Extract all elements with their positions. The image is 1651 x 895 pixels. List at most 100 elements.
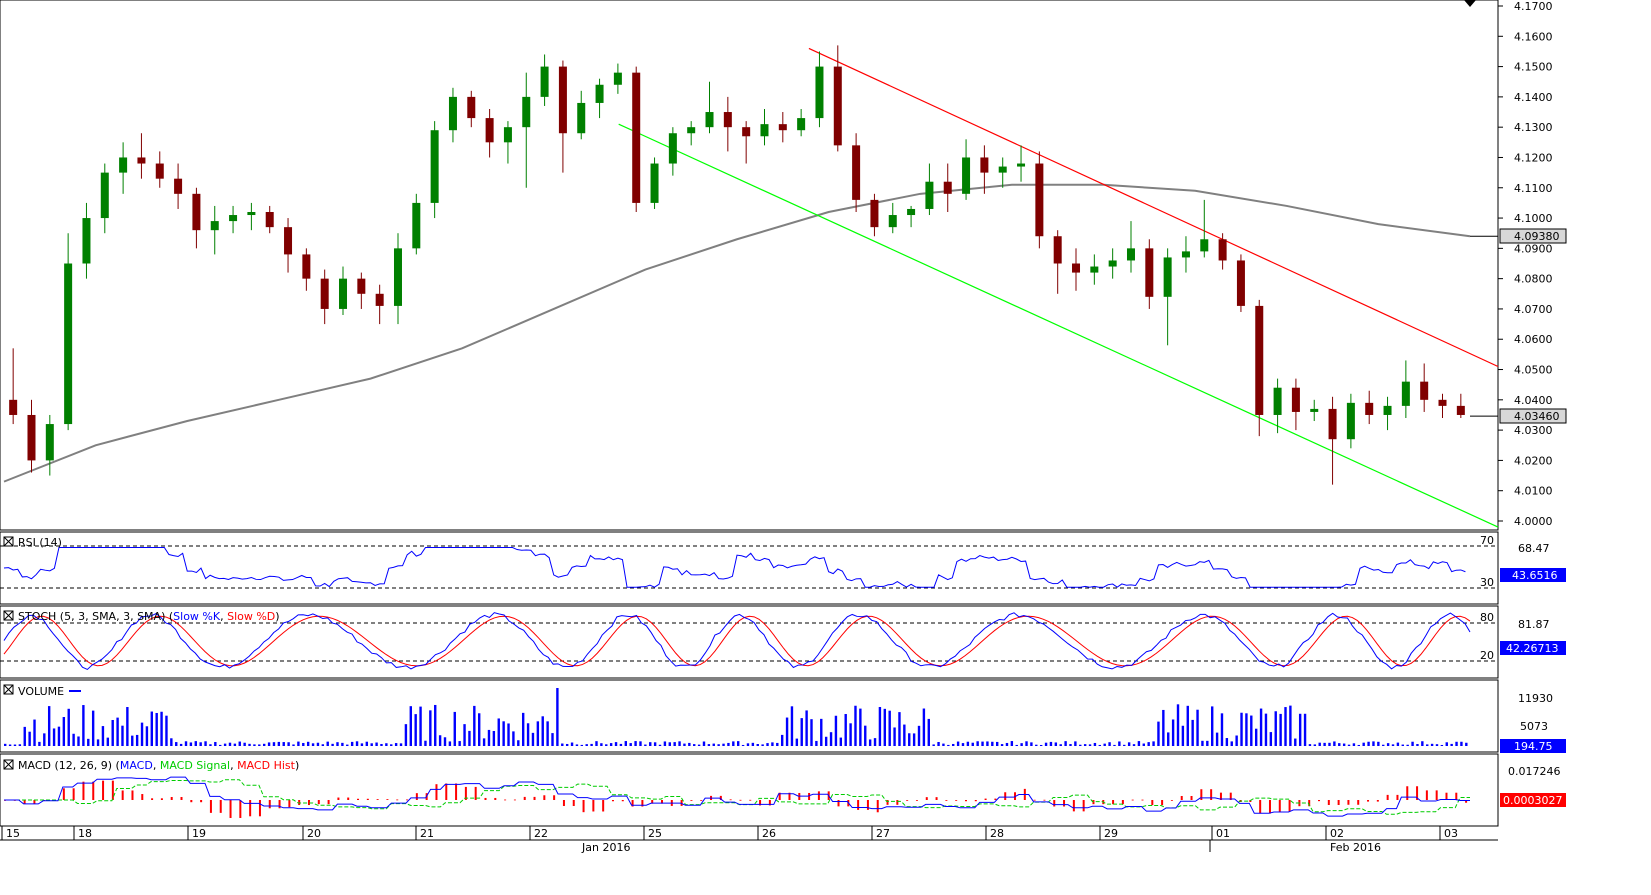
volume-bar	[834, 715, 838, 746]
candle	[1163, 248, 1172, 346]
volume-bar	[145, 726, 149, 746]
close-box-icon[interactable]	[3, 610, 14, 621]
macd-hist-bar	[209, 800, 212, 813]
volume-bar	[570, 742, 574, 746]
volume-bar	[595, 741, 598, 746]
volume-bar	[966, 741, 970, 746]
volume-bar	[565, 743, 569, 746]
volume-bar	[903, 724, 906, 746]
channel-upper-line[interactable]	[808, 47, 1499, 368]
candle	[82, 202, 91, 279]
macd-hist-bar	[1082, 800, 1085, 812]
volume-bar	[1191, 719, 1194, 746]
volume-bar	[912, 733, 916, 746]
volume-bar	[805, 710, 808, 746]
volume-bar	[1450, 743, 1453, 746]
channel-lower-line[interactable]	[618, 123, 1499, 528]
macd-hist-bar	[994, 798, 997, 800]
volume-bar	[1201, 740, 1204, 746]
candle	[613, 63, 622, 94]
volume-bar	[1157, 721, 1160, 746]
candle	[632, 66, 641, 212]
candle	[467, 90, 476, 128]
macd-current-box	[1500, 793, 1566, 807]
volume-title: VOLUME	[18, 685, 64, 698]
candle	[778, 112, 787, 143]
macd-hist-bar	[1268, 800, 1271, 814]
macd-hist-bar	[562, 800, 565, 807]
macd-hist-bar	[739, 799, 742, 801]
macd-hist-bar	[1367, 800, 1370, 802]
volume-bar	[839, 737, 843, 746]
volume-bar	[399, 743, 403, 746]
macd-hist-bar	[1259, 800, 1262, 814]
volume-bar	[1269, 732, 1273, 746]
volume-bar	[365, 741, 369, 746]
rsi-level-30: 30	[1480, 576, 1494, 589]
volume-bar	[101, 726, 105, 746]
volume-bar	[482, 738, 486, 746]
volume-bar	[883, 708, 886, 746]
close-box-icon[interactable]	[3, 684, 14, 695]
volume-bar	[1259, 708, 1263, 746]
volume-bar	[233, 743, 237, 746]
volume-bar	[810, 719, 813, 746]
volume-bar	[854, 705, 857, 746]
macd-hist-bar	[935, 797, 938, 800]
candle	[1108, 248, 1117, 279]
stoch-current-box	[1500, 641, 1566, 655]
volume-bar	[873, 738, 877, 746]
macd-hist-bar	[641, 800, 644, 807]
macd-hist-bar	[886, 800, 889, 805]
price-axis: 4.1700 4.1600 4.1500 4.1400 4.1300 4.1200 4.11…	[1498, 0, 1553, 528]
price-tick-label: 4.0100	[1514, 485, 1553, 498]
volume-bar	[414, 714, 417, 746]
volume-bar	[800, 718, 803, 746]
close-box-icon[interactable]	[3, 536, 14, 547]
volume-bar	[23, 726, 26, 746]
volume-bar	[746, 743, 750, 746]
macd-hist-bar	[1386, 794, 1389, 800]
volume-bar	[1230, 741, 1233, 746]
candle	[503, 121, 512, 164]
volume-bar	[1235, 735, 1238, 746]
candle	[888, 202, 897, 234]
volume-bar	[438, 735, 442, 746]
volume-bar	[512, 731, 515, 746]
macd-hist-bar	[611, 800, 614, 802]
trend-channel	[618, 47, 1499, 528]
volume-bar	[497, 718, 500, 746]
volume-bar	[1430, 743, 1434, 746]
volume-bar	[1313, 744, 1317, 746]
volume-bar	[1406, 744, 1409, 746]
macd-hist-bar	[1210, 789, 1213, 800]
volume-bar	[531, 732, 535, 746]
volume-bar	[1039, 744, 1043, 746]
volume-bar	[306, 741, 310, 746]
volume-bar	[1294, 738, 1297, 746]
day-label: 21	[420, 827, 434, 840]
volume-bar	[370, 743, 373, 746]
close-box-icon[interactable]	[3, 759, 14, 770]
macd-hist-bar	[141, 794, 144, 800]
volume-bar	[404, 724, 408, 746]
price-tick-label: 4.0400	[1514, 394, 1553, 407]
price-tick-label: 4.1100	[1514, 182, 1553, 195]
volume-bar	[961, 743, 965, 746]
candle	[412, 193, 421, 255]
volume-bar	[57, 726, 61, 746]
macd-hist-bar	[876, 800, 879, 813]
volume-bar	[448, 741, 452, 746]
macd-hist-bar	[631, 800, 634, 807]
macd-hist-bar	[376, 799, 379, 800]
volume-current-label: 194.75	[1514, 740, 1553, 753]
day-label: 22	[534, 827, 548, 840]
volume-bar	[1308, 744, 1312, 746]
candle	[302, 248, 311, 291]
volume-bar	[629, 743, 632, 746]
macd-hist-bar	[160, 798, 163, 800]
stoch-legend-k: Slow %K	[173, 610, 221, 623]
volume-bar	[1206, 740, 1209, 746]
volume-bar	[1298, 713, 1302, 746]
macd-hist-bar	[513, 799, 516, 801]
